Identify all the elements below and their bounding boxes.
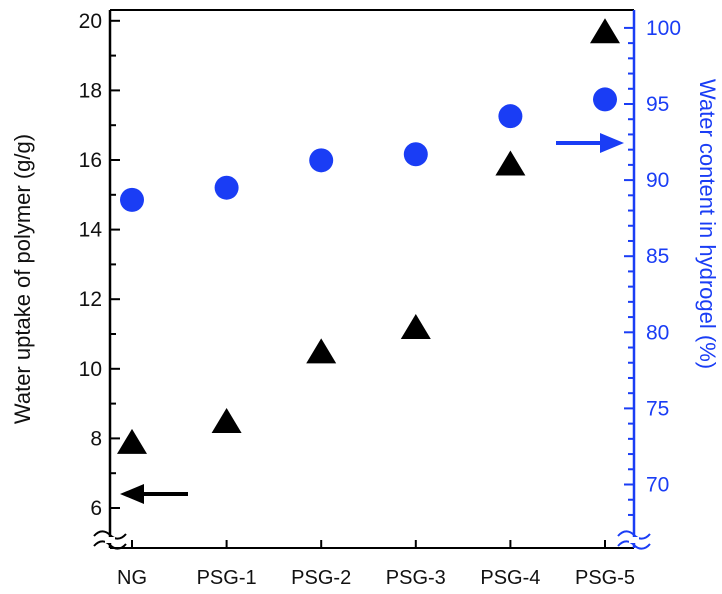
left-series-arrow: [120, 484, 188, 504]
x-axis-ticks: NG PSG-1 PSG-2 PSG-3 PSG-4 PSG-5: [117, 540, 635, 589]
left-tick-label: 6: [90, 497, 102, 520]
left-tick-label: 14: [79, 219, 103, 242]
circle-point: [120, 187, 144, 212]
right-axis-break-mark-2: [617, 540, 651, 550]
left-tick-label: 16: [79, 149, 102, 172]
right-tick-label: 75: [646, 397, 669, 420]
right-tick-label: 85: [646, 245, 669, 268]
circle-point: [214, 175, 239, 200]
triangle-point: [495, 150, 526, 176]
x-category-label: PSG-1: [197, 567, 257, 589]
right-arrow-head: [600, 133, 624, 153]
x-category-label: PSG-4: [480, 567, 540, 589]
left-tick-label: 20: [79, 10, 102, 33]
left-axis-break: [93, 530, 127, 550]
circle-point: [309, 148, 334, 173]
x-category-label: NG: [117, 567, 147, 589]
left-axis-title: Water uptake of polymer (g/g): [10, 134, 35, 424]
left-tick-label: 8: [90, 427, 102, 450]
right-axis-break-gap: [629, 537, 639, 543]
triangle-point: [117, 428, 147, 454]
triangle-point: [306, 338, 337, 364]
right-tick-label: 100: [646, 17, 681, 40]
triangle-point: [400, 314, 431, 340]
left-arrow-head: [120, 484, 144, 504]
x-category-label: PSG-5: [575, 567, 635, 589]
left-series-points: [117, 18, 620, 454]
right-tick-label: 95: [646, 93, 669, 116]
left-axis-break-mark-2: [93, 540, 127, 550]
x-category-label: PSG-3: [386, 567, 446, 589]
triangle-point: [590, 18, 620, 44]
left-tick-label: 10: [79, 358, 102, 381]
left-axis-break-gap: [105, 537, 115, 543]
x-category-label: PSG-2: [291, 567, 351, 589]
right-series-arrow: [556, 133, 624, 153]
right-axis-break-mark: [617, 530, 651, 540]
right-axis-title: Water content in hydrogel (%): [695, 79, 720, 369]
right-tick-label: 80: [646, 321, 669, 344]
left-y-axis-ticks: 6 8 10 12 14 16 18 20: [79, 10, 120, 520]
left-axis-break-mark: [93, 530, 127, 540]
circle-point: [593, 87, 617, 112]
left-tick-label: 18: [79, 79, 102, 102]
right-tick-label: 90: [646, 169, 669, 192]
right-y-axis-ticks: 70 75 80 85 90 95 100: [624, 17, 681, 516]
right-series-points: [120, 87, 617, 212]
left-tick-label: 12: [79, 288, 102, 311]
circle-point: [403, 142, 428, 167]
circle-point: [498, 104, 523, 129]
triangle-point: [211, 408, 242, 433]
right-tick-label: 70: [646, 474, 669, 497]
right-axis-break: [617, 530, 651, 550]
